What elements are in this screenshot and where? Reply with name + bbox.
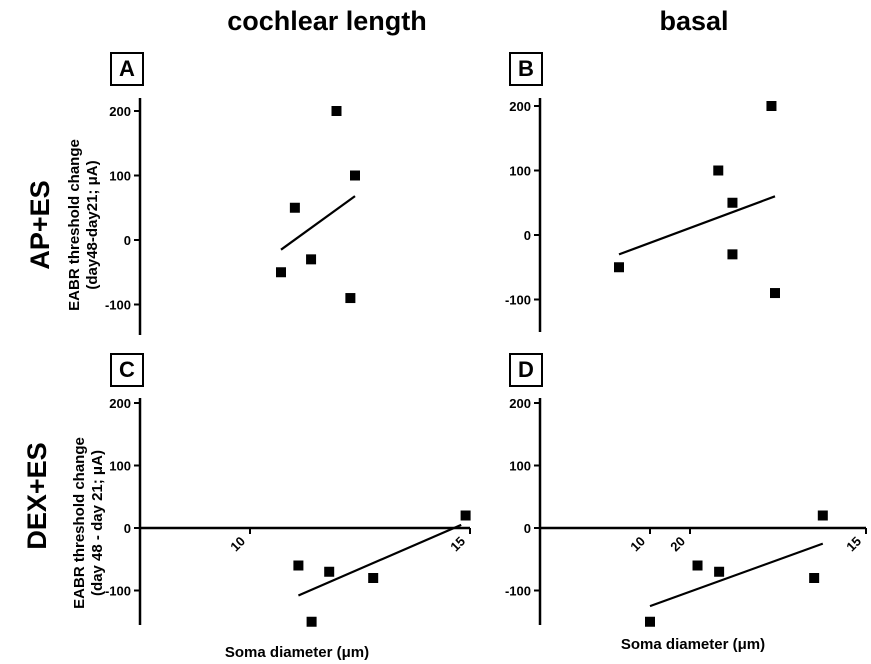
data-point-b — [614, 262, 624, 273]
data-point-c — [324, 566, 335, 577]
x-axis-label-c: Soma diameter (μm) — [224, 644, 370, 661]
y-tick-label-a: 0 — [124, 233, 131, 248]
y-tick-label-d: 100 — [509, 459, 531, 474]
data-point-b — [766, 101, 777, 111]
column-title-cochlear-length: cochlear length — [227, 6, 427, 36]
x-axis-label-d: Soma diameter (μm) — [620, 636, 766, 653]
data-point-b — [727, 197, 738, 208]
y-tick-label-c: 100 — [109, 459, 131, 474]
y-tick-label-b: 100 — [509, 164, 531, 179]
column-title-basal: basal — [659, 6, 729, 36]
data-point-d — [645, 616, 655, 627]
y-tick-label-d: 0 — [524, 521, 531, 536]
y-tick-label-c: 0 — [124, 521, 131, 536]
data-point-b — [727, 249, 738, 260]
data-point-b — [713, 165, 724, 176]
data-point-a — [306, 254, 317, 265]
y-tick-label-b: 200 — [509, 99, 531, 114]
fit-line-a — [280, 195, 356, 251]
data-point-d — [714, 566, 725, 577]
data-point-d — [817, 510, 828, 521]
data-point-c — [368, 573, 379, 583]
y-tick-label-a: 100 — [109, 169, 131, 184]
y-tick-label-d: -100 — [505, 584, 531, 599]
data-point-a — [345, 293, 356, 304]
data-point-d — [809, 573, 820, 583]
x-tick-label-d: 10 — [627, 534, 648, 555]
panel-label-d: D — [509, 353, 543, 387]
y-tick-label-a: -100 — [105, 298, 131, 313]
data-point-c — [306, 616, 317, 627]
data-point-c — [460, 510, 471, 521]
data-point-d — [692, 560, 703, 571]
fit-line-b — [618, 195, 776, 256]
x-tick-label-d: 15 — [843, 534, 864, 555]
y-tick-label-b: -100 — [505, 293, 531, 308]
data-point-a — [289, 202, 300, 213]
fit-line-c — [297, 523, 462, 597]
data-point-c — [293, 560, 304, 571]
data-point-a — [331, 106, 342, 116]
y-tick-label-c: 200 — [109, 396, 131, 411]
fit-line-d — [649, 542, 824, 608]
panel-label-c: C — [110, 353, 144, 387]
y-tick-label-a: 200 — [109, 104, 131, 119]
panel-label-b: B — [509, 52, 543, 86]
y-tick-label-b: 0 — [524, 228, 531, 243]
y-tick-label-c: -100 — [105, 584, 131, 599]
panel-label-a: A — [110, 52, 144, 86]
y-tick-label-d: 200 — [509, 396, 531, 411]
x-tick-label-c: 10 — [227, 534, 248, 555]
data-point-a — [350, 170, 360, 181]
data-point-b — [770, 288, 780, 299]
x-tick-label-c: 15 — [447, 534, 468, 555]
x-tick-label-c: 20 — [667, 534, 688, 555]
data-point-a — [276, 267, 286, 278]
